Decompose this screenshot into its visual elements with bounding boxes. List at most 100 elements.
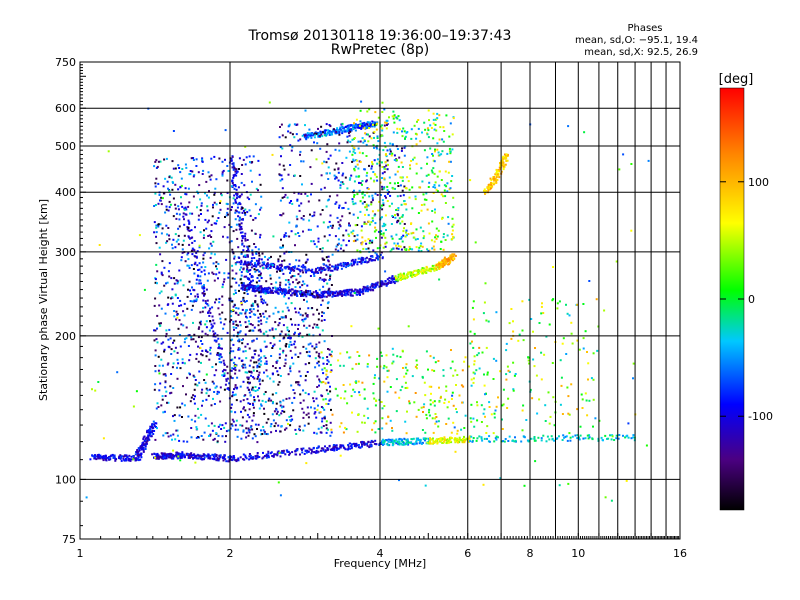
echo-point: [180, 304, 183, 307]
echo-point: [279, 334, 282, 337]
echo-point: [327, 403, 330, 405]
echo-point: [281, 451, 284, 454]
echo-point: [295, 224, 298, 227]
echo-point: [244, 345, 247, 348]
echo-point: [412, 231, 415, 234]
echo-point: [325, 172, 328, 175]
echo-point: [299, 269, 302, 272]
echo-point: [374, 123, 377, 126]
echo-point: [182, 239, 185, 242]
echo-point: [289, 370, 292, 373]
echo-point: [448, 147, 451, 150]
echo-point: [267, 452, 270, 455]
echo-point: [416, 120, 418, 123]
echo-point: [587, 437, 590, 440]
echo-point: [199, 275, 202, 278]
echo-point: [275, 361, 278, 364]
echo-point: [540, 439, 543, 442]
echo-point: [158, 364, 161, 367]
echo-point: [356, 249, 359, 252]
echo-point: [489, 177, 492, 180]
echo-point: [439, 126, 442, 129]
echo-point: [301, 318, 304, 321]
echo-point: [326, 265, 329, 268]
echo-point: [296, 282, 299, 285]
echo-point: [364, 239, 367, 242]
echo-point: [311, 307, 314, 309]
echo-point: [248, 209, 251, 212]
echo-point: [370, 221, 373, 224]
echo-point: [312, 326, 314, 329]
echo-point: [211, 315, 214, 318]
echo-point: [370, 201, 373, 204]
echo-point: [192, 175, 195, 178]
echo-point: [187, 187, 190, 190]
echo-point: [441, 217, 443, 220]
echo-point: [286, 449, 289, 452]
echo-point: [385, 229, 387, 231]
echo-point: [258, 289, 261, 292]
echo-point: [411, 442, 414, 445]
echo-point: [232, 176, 235, 179]
echo-point: [294, 311, 297, 314]
echo-point: [238, 340, 241, 343]
echo-point: [308, 324, 311, 327]
echo-point: [282, 449, 285, 452]
echo-point: [419, 186, 422, 189]
echo-point: [249, 370, 251, 373]
echo-point: [397, 165, 400, 168]
echo-point: [242, 429, 245, 432]
echo-point: [285, 290, 288, 293]
echo-point: [348, 178, 351, 181]
echo-point: [159, 199, 161, 202]
echo-point: [225, 379, 228, 382]
echo-point: [155, 422, 158, 425]
echo-point: [363, 140, 366, 143]
echo-point: [232, 197, 235, 200]
echo-point: [347, 263, 350, 266]
echo-point: [534, 439, 537, 442]
echo-point: [435, 438, 438, 441]
echo-point: [245, 431, 248, 434]
echo-point: [225, 460, 228, 463]
echo-point: [153, 339, 156, 342]
echo-point: [384, 195, 387, 198]
echo-point: [295, 381, 297, 384]
echo-point: [140, 456, 143, 459]
echo-point: [120, 456, 123, 459]
echo-point: [156, 452, 159, 455]
echo-point: [321, 268, 324, 270]
echo-point: [137, 459, 140, 462]
echo-point: [271, 455, 274, 457]
echo-point: [353, 137, 356, 139]
echo-point: [433, 160, 436, 163]
echo-point: [179, 186, 182, 189]
echo-point: [323, 292, 326, 295]
echo-point: [277, 292, 280, 295]
echo-point: [411, 275, 414, 278]
echo-point: [299, 307, 301, 310]
echo-point: [384, 439, 387, 442]
echo-point: [199, 198, 202, 201]
echo-point: [231, 377, 234, 380]
echo-point: [202, 257, 205, 260]
echo-point: [375, 257, 378, 260]
echo-point: [323, 269, 326, 271]
echo-point: [260, 272, 262, 275]
echo-point: [198, 282, 201, 285]
echo-point: [409, 167, 412, 170]
echo-point: [236, 170, 239, 173]
echo-point: [206, 303, 209, 306]
echo-point: [369, 258, 372, 261]
echo-point: [383, 443, 386, 446]
echo-point: [239, 195, 242, 197]
echo-point: [349, 177, 352, 180]
echo-point: [252, 329, 255, 332]
echo-point: [249, 426, 252, 429]
echo-point: [384, 245, 387, 248]
echo-point: [464, 356, 467, 359]
echo-point: [408, 196, 411, 199]
echo-point: [381, 440, 384, 442]
echo-point: [235, 307, 238, 309]
echo-point: [428, 232, 431, 235]
